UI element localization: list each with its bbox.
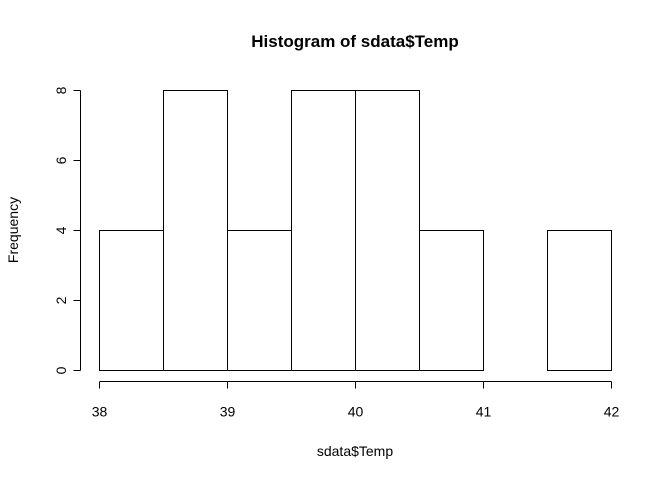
x-tick-label-4: 41 bbox=[476, 404, 492, 420]
y-tick-label-5: 8 bbox=[53, 86, 69, 94]
x-tick-label-1: 38 bbox=[92, 404, 108, 420]
chart-title: Histogram of sdata$Temp bbox=[251, 32, 459, 51]
histogram-bar-4 bbox=[291, 90, 356, 371]
histogram-bar-2 bbox=[163, 90, 228, 371]
y-axis: 0 2 4 6 8 bbox=[53, 86, 81, 374]
x-axis: 38 39 40 41 42 bbox=[92, 381, 620, 420]
histogram-bar-3 bbox=[227, 230, 292, 371]
histogram-bar-5 bbox=[355, 90, 420, 371]
x-tick-label-3: 40 bbox=[348, 404, 364, 420]
x-tick-label-2: 39 bbox=[220, 404, 236, 420]
histogram-bar-1 bbox=[99, 230, 164, 371]
y-tick-label-4: 6 bbox=[53, 156, 69, 164]
histogram-bars bbox=[99, 90, 612, 371]
y-axis-label: Frequency bbox=[5, 197, 21, 263]
y-tick-label-3: 4 bbox=[53, 226, 69, 234]
y-tick-label-2: 2 bbox=[53, 296, 69, 304]
histogram-bar-6 bbox=[419, 230, 484, 371]
y-tick-label-1: 0 bbox=[53, 366, 69, 374]
x-tick-label-5: 42 bbox=[604, 404, 620, 420]
histogram-bar-8 bbox=[547, 230, 612, 371]
x-axis-label: sdata$Temp bbox=[317, 443, 393, 459]
